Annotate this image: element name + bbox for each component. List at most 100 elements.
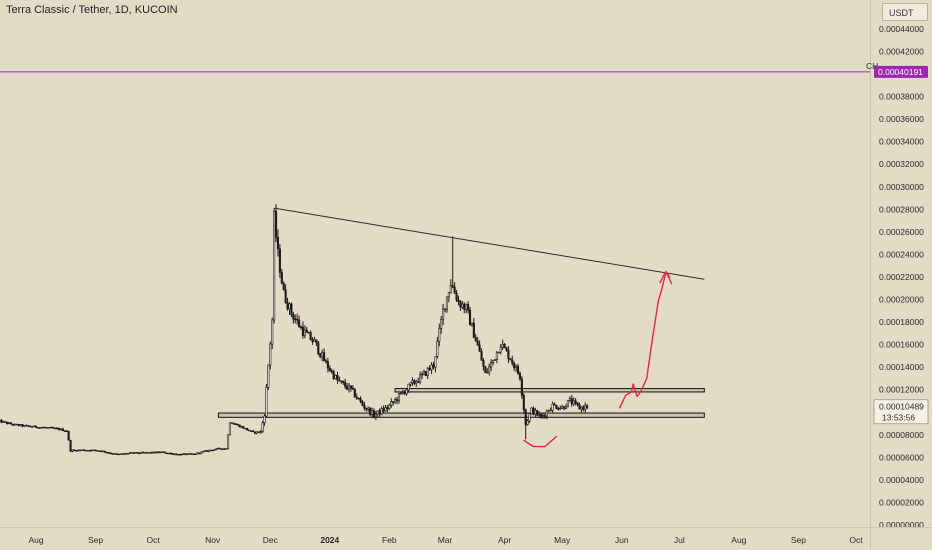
candle-body [447, 292, 450, 298]
candle [497, 351, 500, 354]
candle [451, 236, 454, 289]
candle [515, 364, 518, 373]
projection-arrow-head[interactable] [659, 270, 673, 285]
candle-body [321, 352, 324, 358]
candle [495, 351, 498, 364]
candle-body [470, 322, 473, 326]
candle [225, 448, 228, 450]
candle [522, 393, 525, 413]
time-axis[interactable]: Aug Sep Oct Nov Dec 2024 Feb Mar Apr May Jun Jul Aug… [0, 527, 932, 546]
candle-body [382, 408, 385, 412]
candle [334, 374, 337, 380]
candle [472, 317, 475, 338]
candle [232, 422, 235, 425]
candle [146, 452, 149, 454]
currency-selector[interactable]: USDT [882, 3, 928, 21]
projection-arrow[interactable] [619, 271, 671, 409]
candle [81, 449, 84, 451]
candle [46, 427, 49, 429]
candle [117, 453, 120, 456]
candle-body [319, 353, 322, 358]
candle-body [509, 358, 512, 361]
candle-body [303, 329, 306, 336]
candle-body [290, 303, 293, 315]
candle [63, 430, 66, 432]
candle [113, 453, 116, 455]
trendline[interactable] [274, 207, 705, 280]
candle-body [94, 449, 97, 452]
time-tick-label: Aug [28, 535, 43, 545]
candle [152, 451, 155, 454]
candle-body [472, 322, 475, 338]
candle [203, 450, 207, 453]
candle-body [344, 382, 347, 387]
candle-body [161, 451, 164, 453]
candle [244, 427, 247, 430]
candle [154, 451, 157, 454]
candle-body [255, 431, 258, 434]
price-tick-label: 0.00024000 [879, 249, 924, 259]
candle [574, 398, 577, 406]
candle-body [397, 393, 401, 401]
candle [284, 284, 287, 304]
candle [96, 450, 99, 452]
alert-line-group[interactable]: CH0.00040191 [0, 61, 928, 78]
candle-body [263, 415, 266, 424]
candle [144, 451, 147, 454]
candle [192, 453, 195, 456]
candle-body [215, 448, 218, 450]
candle-body [65, 430, 68, 433]
candle [246, 427, 249, 431]
support-zones[interactable] [217, 388, 705, 418]
candle [267, 364, 270, 391]
candle-body [378, 410, 381, 415]
candle [463, 302, 466, 314]
candle-body [474, 337, 477, 342]
price-axis[interactable]: 0.00044000 0.00042000 0.00038000 0.00036000… [870, 0, 925, 550]
candle [104, 450, 107, 454]
candle-body [465, 304, 468, 310]
candle-body [196, 452, 199, 455]
candle [388, 403, 391, 411]
candle [486, 368, 489, 374]
candle-body [294, 318, 297, 321]
alert-price-badge[interactable] [874, 65, 928, 78]
candle-body [422, 371, 425, 375]
price-tick-label: 0.00018000 [879, 317, 924, 327]
candle-body [482, 360, 485, 367]
candle [380, 406, 383, 416]
candle [324, 358, 328, 364]
candle-body [232, 423, 235, 425]
candle [528, 413, 531, 424]
candle-body [580, 406, 583, 410]
candle-body [317, 342, 320, 354]
bottom-curve-drawing[interactable] [523, 435, 558, 448]
price-tick-label: 0.00020000 [879, 295, 924, 305]
candle [470, 322, 473, 327]
candle [426, 366, 429, 379]
candle-body [40, 427, 43, 429]
candle-body [242, 426, 245, 429]
candle [419, 371, 422, 385]
drawing-layer[interactable] [274, 207, 705, 448]
candle [29, 425, 32, 428]
support-zone[interactable] [394, 388, 705, 393]
candle-body [13, 423, 16, 426]
candle [163, 451, 166, 454]
candle [488, 363, 491, 376]
candle-body [79, 449, 82, 452]
candle-body [253, 431, 256, 434]
candle-body [157, 451, 160, 453]
candle-body [390, 401, 393, 406]
candle [538, 411, 541, 419]
candle [75, 449, 78, 452]
candle-body [213, 449, 216, 451]
candle [19, 423, 22, 427]
candle [346, 382, 349, 391]
candle-body [524, 409, 527, 425]
support-zone[interactable] [217, 412, 705, 418]
time-tick-label: Aug [731, 535, 746, 545]
candle-body [182, 453, 185, 455]
candle-body [251, 430, 255, 433]
